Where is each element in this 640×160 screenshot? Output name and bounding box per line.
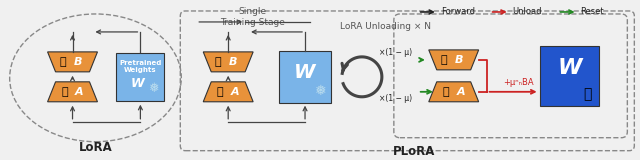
Text: +μⁿₙBA: +μⁿₙBA [503,78,534,87]
Text: ×(1 − μ): ×(1 − μ) [379,94,412,103]
Text: B: B [73,57,82,67]
Polygon shape [204,52,253,72]
Text: W: W [557,58,582,78]
Text: Reset: Reset [580,8,604,16]
Text: ×(1 − μ): ×(1 − μ) [379,48,412,57]
Text: W: W [294,63,316,82]
Text: 🔥: 🔥 [583,87,591,101]
FancyBboxPatch shape [540,46,600,106]
Text: 🔥: 🔥 [440,55,447,65]
Text: B: B [229,57,237,67]
Text: 🔥: 🔥 [215,57,221,67]
Text: 🔥: 🔥 [217,87,223,97]
Text: LoRA: LoRA [79,141,113,154]
Text: A: A [231,87,239,97]
Text: 🔥: 🔥 [61,87,68,97]
FancyBboxPatch shape [279,51,331,103]
Text: 🔥: 🔥 [60,57,66,67]
Text: PLoRA: PLoRA [392,145,435,158]
Text: Pretrained
Weights: Pretrained Weights [119,60,161,73]
Polygon shape [47,52,97,72]
Polygon shape [429,50,479,70]
Text: W: W [131,77,144,90]
Text: LoRA Unloading × N: LoRA Unloading × N [340,22,431,32]
Text: B: B [454,55,463,65]
Text: Single
Training Stage: Single Training Stage [220,7,285,27]
Text: ❅: ❅ [315,84,327,98]
Text: A: A [75,87,84,97]
Polygon shape [429,82,479,102]
Polygon shape [47,82,97,102]
Polygon shape [204,82,253,102]
Text: ❅: ❅ [148,82,159,95]
FancyBboxPatch shape [116,53,164,101]
Text: Unload: Unload [513,8,542,16]
Text: Forward: Forward [441,8,475,16]
Text: A: A [456,87,465,97]
Text: 🔥: 🔥 [442,87,449,97]
